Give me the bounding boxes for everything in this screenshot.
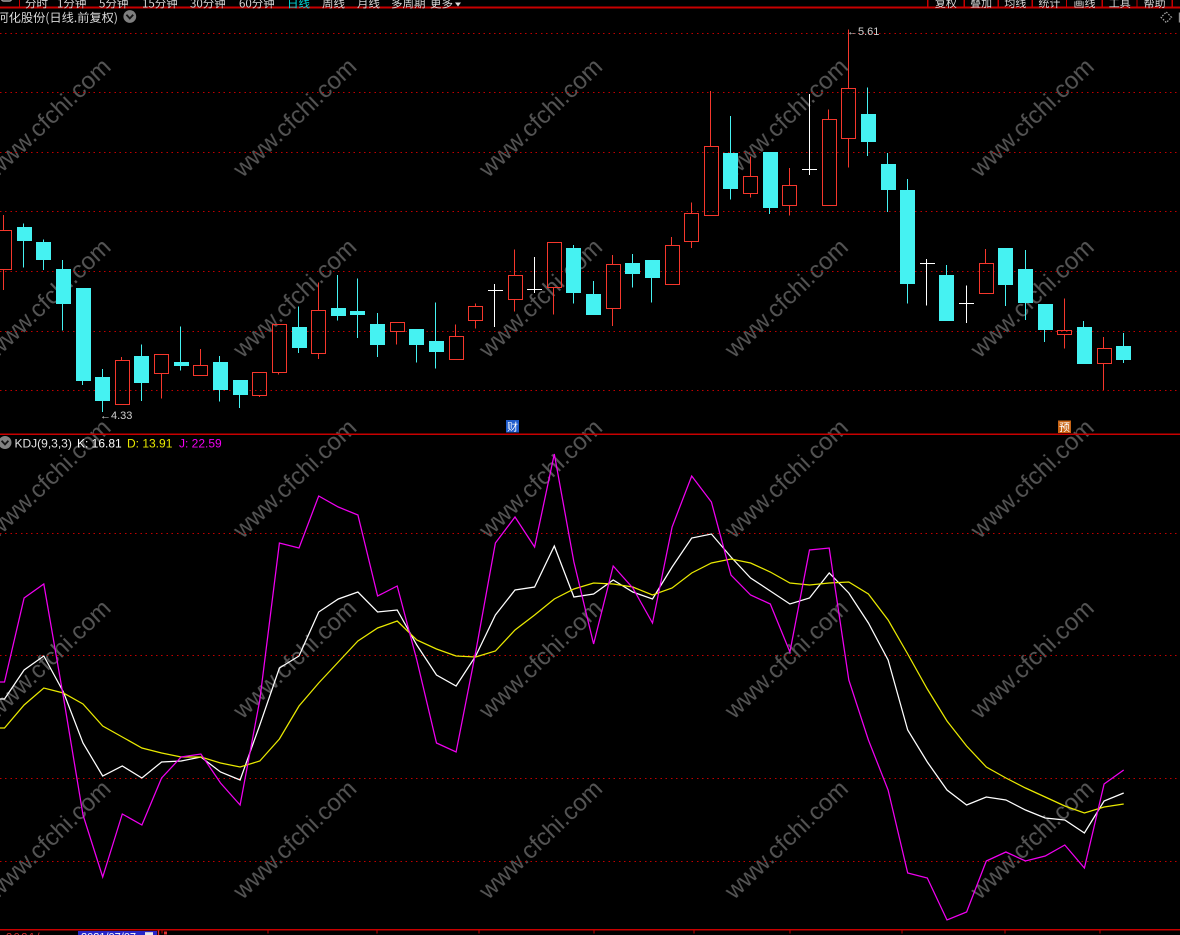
svg-text:←5.61: ←5.61 [847, 26, 879, 38]
svg-text:2021/07/07: 2021/07/07 [81, 932, 136, 935]
svg-text:KDJ(9,3,3): KDJ(9,3,3) [15, 437, 72, 451]
svg-text:K: 16.81: K: 16.81 [77, 437, 122, 451]
svg-text:←4.33: ←4.33 [100, 410, 132, 422]
svg-text:J: 22.59: J: 22.59 [179, 437, 222, 451]
svg-text:D: 13.91: D: 13.91 [127, 437, 173, 451]
svg-text:2021/: 2021/ [6, 932, 41, 935]
